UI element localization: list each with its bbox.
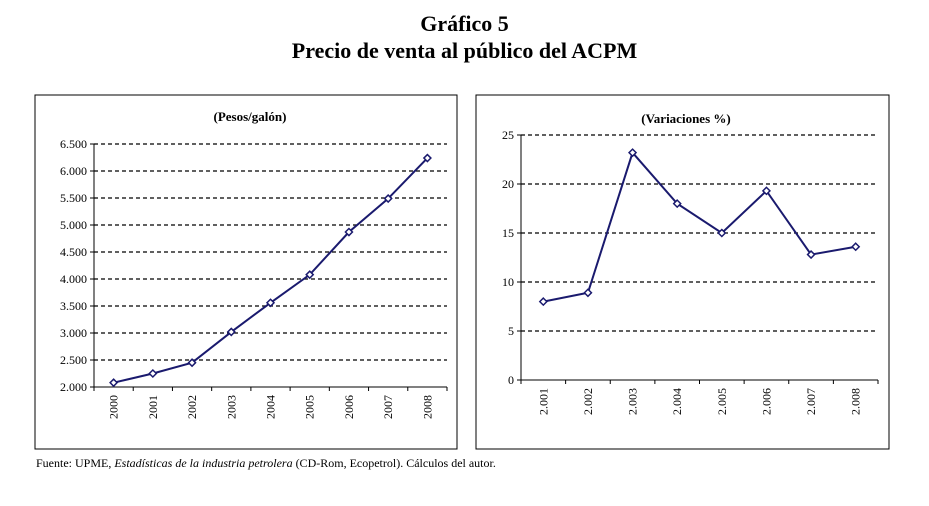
chart2-ytick-label: 10 [502,275,514,289]
chart2-data-point [672,199,682,209]
chart1-ytick-label: 3.500 [60,299,87,313]
chart1-data-point [109,378,119,388]
chart1-xtick-label: 2000 [107,395,121,419]
source-prefix: Fuente: UPME, [36,456,112,470]
chart1-ytick-label: 2.500 [60,353,87,367]
chart2-frame [475,94,890,450]
chart1-data-point [187,358,197,368]
source-publication: Estadísticas de la industria petrolera [114,456,293,470]
source-note: Fuente: UPME, Estadísticas de la industr… [36,456,496,471]
chart1-xtick-label: 2007 [381,395,395,419]
source-suffix: (CD-Rom, Ecopetrol). Cálculos del autor. [295,456,496,470]
chart2-xtick-label: 2.003 [626,388,640,415]
chart1-data-point [422,153,432,163]
chart2-ytick-label: 20 [502,177,514,191]
chart1-data-point [148,368,158,379]
chart1-data-point [265,298,276,308]
figure-title: Precio de venta al público del ACPM [291,38,638,63]
chart1-data-point [226,327,236,337]
chart2-plot: 0 5 10 15 20 25 2.001 2.002 2.003 2.004 2.005 2.006… [502,128,879,415]
chart1-plot: 2.000 2.500 3.000 3.500 4.000 4.500 5.000 5.500… [60,137,448,419]
figure-number: Gráfico 5 [420,11,509,36]
chart2-data-point [538,297,548,307]
chart2-xtick-label: 2.005 [715,388,729,415]
chart1-xtick-label: 2006 [342,395,356,419]
chart1-xtick-label: 2002 [185,395,199,419]
chart2-series-line [543,150,856,303]
chart1-xtick-label: 2003 [224,395,238,419]
chart2-xtick-label: 2.001 [536,388,550,415]
chart2-ytick-label: 0 [508,373,514,387]
chart1-xtick-label: 2001 [146,395,160,419]
chart2-data-point [851,242,861,252]
chart2-title: (Variaciones %) [641,111,730,126]
chart1-ytick-label: 6.000 [60,164,87,178]
chart2-data-point [806,249,816,260]
chart1-data-point [344,227,354,237]
chart1-title: (Pesos/galón) [214,109,287,124]
figure-title-block: Gráfico 5 Precio de venta al público del… [0,10,929,64]
chart2-data-point [761,186,771,196]
chart1-ytick-label: 2.000 [60,380,87,394]
chart1-xtick-label: 2008 [420,395,434,419]
chart1-frame [34,94,458,450]
chart1-ytick-label: 6.500 [60,137,87,151]
chart2-xtick-label: 2.006 [759,388,773,415]
chart2-xtick-label: 2.002 [581,388,595,415]
chart2-xtick-label: 2.008 [849,388,863,415]
chart2-data-point [628,148,638,158]
chart2-data-point [717,228,727,238]
chart2-data-point [583,288,593,298]
chart1-xtick-label: 2004 [264,395,278,419]
chart1-ytick-label: 4.000 [60,272,87,286]
chart2-ytick-label: 5 [508,324,514,338]
chart2-xtick-label: 2.004 [670,388,684,415]
chart1-ytick-label: 5.500 [60,191,87,205]
chart2-ytick-label: 25 [502,128,514,142]
chart1-ytick-label: 4.500 [60,245,87,259]
chart1-ytick-label: 5.000 [60,218,87,232]
chart1-ytick-label: 3.000 [60,326,87,340]
chart1-xtick-label: 2005 [303,395,317,419]
chart2-ytick-label: 15 [502,226,514,240]
chart2-xtick-label: 2.007 [804,388,818,415]
chart1-data-point [383,193,393,204]
chart1-data-point [305,270,315,280]
